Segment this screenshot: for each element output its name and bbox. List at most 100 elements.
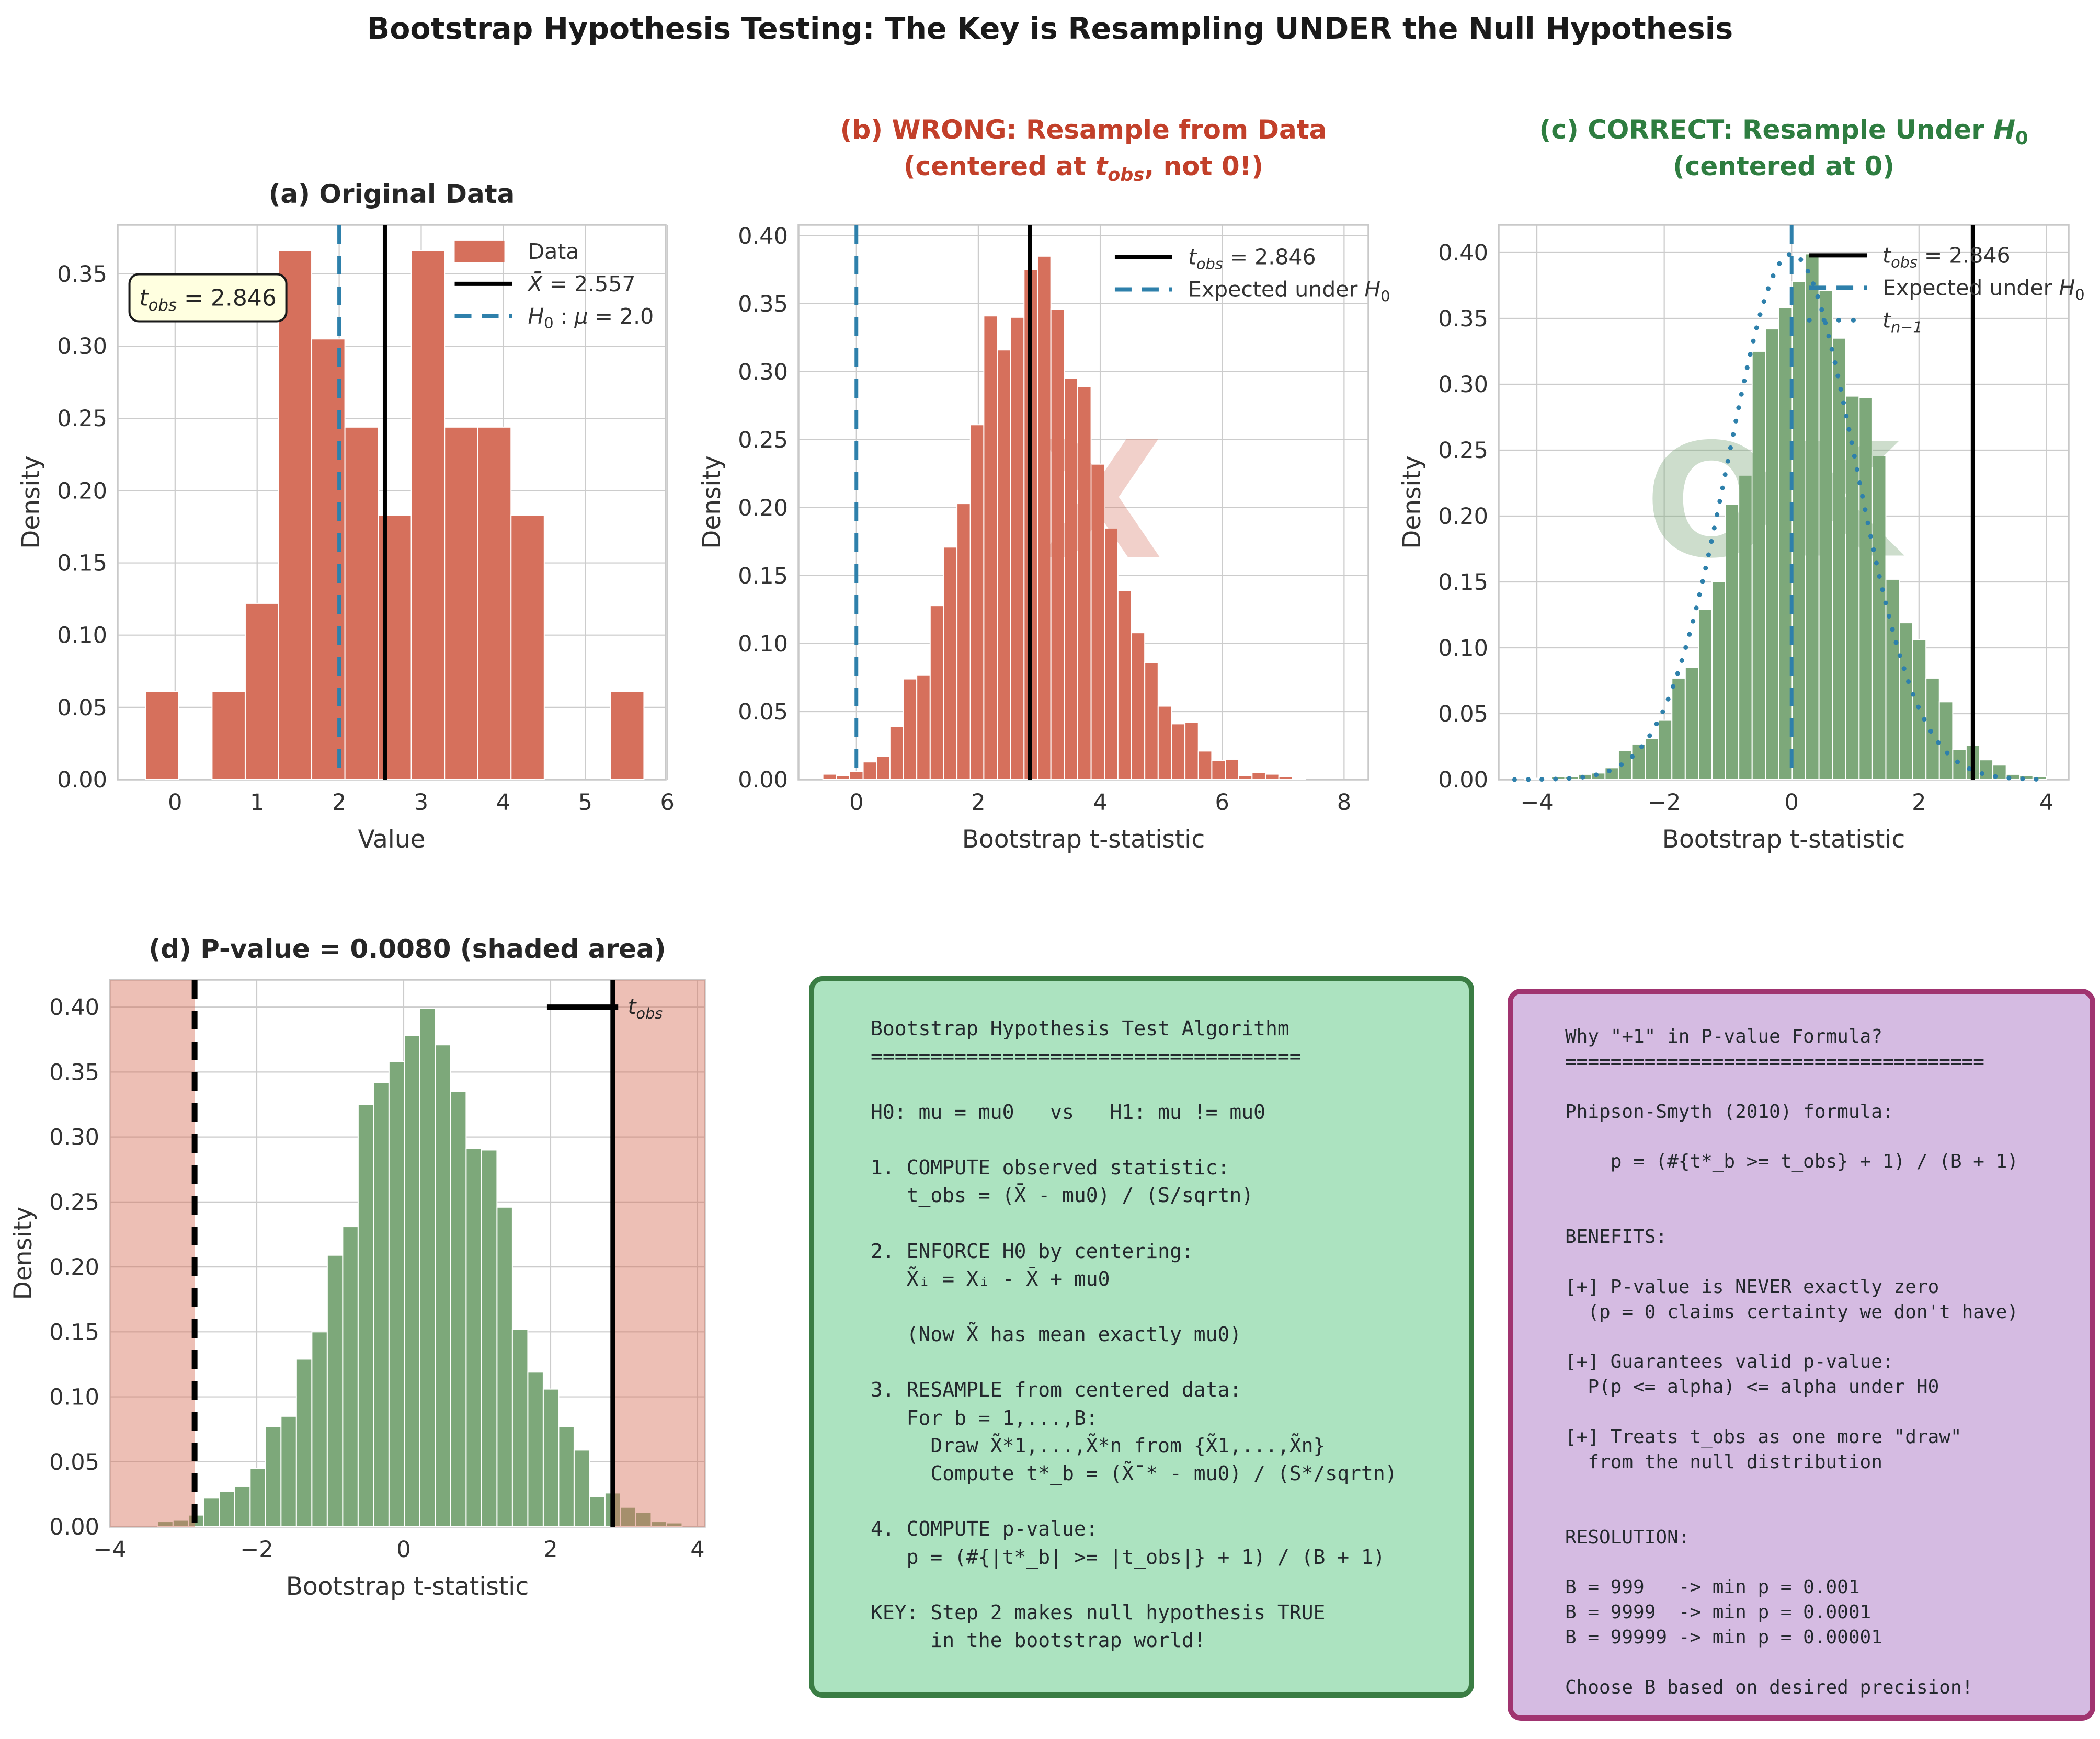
histogram-bar: [1631, 743, 1646, 780]
histogram-bar: [1684, 667, 1699, 780]
histogram-bar: [876, 756, 891, 780]
svg-text:tobs = 2.846: tobs = 2.846: [1188, 245, 1316, 273]
histogram-bar: [280, 1415, 297, 1527]
histogram-bar: [481, 1149, 498, 1528]
histogram-bar: [1938, 701, 1954, 781]
histogram-bar: [1278, 776, 1293, 781]
x-tick-label: 2: [332, 790, 346, 816]
x-axis-label: Value: [358, 825, 425, 854]
histogram-bar: [278, 250, 313, 780]
y-tick-label: 0.05: [57, 695, 107, 721]
histogram-bar: [1912, 639, 1927, 780]
algorithm-box: Bootstrap Hypothesis Test Algorithm ====…: [809, 976, 1474, 1698]
svg-text:Data: Data: [528, 239, 579, 264]
figure-title: Bootstrap Hypothesis Testing: The Key is…: [367, 12, 1733, 46]
histogram-bar: [344, 426, 379, 780]
histogram-bar: [1104, 527, 1119, 780]
y-tick-label: 0.10: [1438, 635, 1488, 661]
histogram-bar: [1064, 377, 1078, 780]
y-tick-label: 0.30: [49, 1125, 99, 1151]
y-tick-label: 0.05: [49, 1449, 99, 1475]
svg-text:Expected under H0: Expected under H0: [1882, 275, 2085, 303]
histogram-bar: [1238, 775, 1253, 780]
panel-d-histogram: [157, 1008, 683, 1528]
histogram-bar: [558, 1426, 575, 1527]
x-tick-label: 5: [578, 790, 592, 816]
y-tick-label: 0.00: [57, 767, 107, 793]
y-tick-label: 0.35: [57, 261, 107, 288]
histogram-bar: [311, 1331, 328, 1527]
svg-text:tobs = 2.846: tobs = 2.846: [139, 285, 277, 315]
x-tick-label: 3: [414, 790, 428, 816]
histogram-bar: [295, 1358, 313, 1527]
y-tick-label: 0.25: [57, 406, 107, 432]
y-tick-label: 0.30: [738, 359, 788, 385]
x-tick-label: 2: [971, 790, 985, 816]
panel-a-legend: Data X̄ = 2.557 H0 : μ = 2.0: [454, 239, 654, 332]
x-tick-label: 0: [396, 1537, 410, 1563]
histogram-bar: [1117, 590, 1132, 780]
x-tick-label: 6: [660, 790, 674, 816]
x-tick-label: 0: [849, 790, 863, 816]
histogram-bar: [889, 726, 904, 781]
y-tick-label: 0.00: [738, 767, 788, 793]
y-tick-label: 0.10: [57, 623, 107, 649]
histogram-bar: [203, 1497, 220, 1527]
histogram-bar: [219, 1491, 235, 1527]
histogram-bar: [943, 546, 958, 780]
histogram-bar: [849, 771, 864, 781]
histogram-bar: [496, 1206, 513, 1527]
histogram-bar: [465, 1148, 482, 1528]
histogram-bar: [610, 691, 645, 780]
histogram-bar: [1671, 677, 1686, 780]
y-tick-label: 0.35: [1438, 306, 1488, 332]
svg-text:tn−1: tn−1: [1882, 307, 1923, 336]
histogram-bar: [1077, 386, 1092, 780]
panel-a-histogram: [145, 250, 645, 781]
y-axis-label: Density: [698, 455, 726, 549]
histogram-bar: [1711, 581, 1726, 780]
panel-c: OK (c) CORRECT: Resample Under H0(centere…: [1398, 115, 2085, 854]
tobs-annotation-box: [128, 273, 288, 323]
histogram-bar: [510, 514, 545, 780]
y-tick-label: 0.10: [738, 631, 788, 657]
y-tick-label: 0.20: [57, 478, 107, 504]
histogram-bar: [1899, 622, 1913, 781]
svg-text:(c) CORRECT: Resample Under H0: (c) CORRECT: Resample Under H0: [1539, 115, 2028, 149]
histogram-bar: [983, 315, 998, 780]
histogram-bar: [1604, 767, 1619, 780]
y-tick-label: 0.15: [57, 551, 107, 577]
panel-b-legend: tobs = 2.846 Expected under H0: [1114, 245, 1390, 305]
histogram-bar: [1090, 463, 1105, 780]
algorithm-box-text: Bootstrap Hypothesis Test Algorithm ====…: [871, 1017, 1397, 1652]
y-tick-label: 0.05: [1438, 701, 1488, 727]
x-tick-label: 4: [496, 790, 510, 816]
svg-text:(centered at tobs, not 0!): (centered at tobs, not 0!): [904, 151, 1264, 186]
panel-b: X (b) WRONG: Resample from Data (centered …: [698, 115, 1390, 854]
x-axis-label: Bootstrap t-statistic: [962, 825, 1205, 854]
histogram-bar: [244, 602, 279, 781]
histogram-bar: [969, 424, 985, 780]
histogram-bar: [1925, 677, 1940, 780]
histogram-bar: [527, 1371, 544, 1528]
x-tick-label: 8: [1337, 790, 1351, 816]
y-tick-label: 0.15: [1438, 569, 1488, 596]
pvalue-formula-box: Why "+1" in P-value Formula? ===========…: [1508, 989, 2095, 1721]
histogram-bar: [997, 349, 1011, 780]
panel-b-histogram: [822, 255, 1306, 781]
histogram-bar: [1211, 760, 1226, 781]
histogram-bar: [444, 426, 478, 780]
histogram-bar: [1658, 719, 1673, 780]
histogram-bar: [419, 1008, 436, 1527]
histogram-bar: [836, 775, 850, 780]
histogram-bar: [234, 1485, 251, 1527]
histogram-bar: [2032, 776, 2047, 780]
svg-text:H0 : μ = 2.0: H0 : μ = 2.0: [528, 304, 654, 332]
x-tick-label: −2: [1648, 790, 1681, 816]
y-tick-label: 0.25: [738, 427, 788, 453]
y-tick-label: 0.30: [1438, 372, 1488, 398]
histogram-bar: [956, 503, 971, 780]
histogram-bar: [1050, 308, 1065, 780]
